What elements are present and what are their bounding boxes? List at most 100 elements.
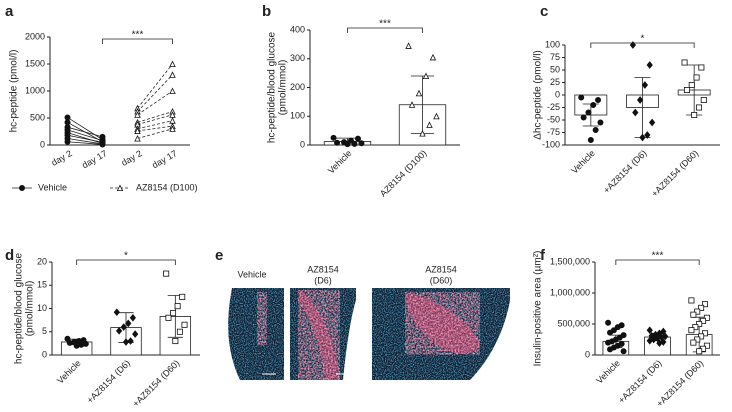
y-tick-label: 1,500,000 [550,256,590,266]
point [66,339,73,346]
y-axis-label: hc-peptide (pmol/l) [9,50,20,133]
legend-marker [18,184,25,191]
significance-bracket [615,259,700,265]
point [692,324,699,331]
point [169,87,176,94]
point [99,141,106,148]
y-tick-label: 75 [550,52,560,62]
panel-letter: f [540,247,546,264]
point [354,135,361,142]
x-tick-label: +AZ8154 (D60) [649,148,700,199]
significance-label: * [124,251,128,262]
subject-line [67,126,103,138]
y-tick-label: 0 [42,349,47,359]
point [700,317,707,324]
y-tick-label: 10 [37,303,47,313]
point [169,125,176,132]
y-tick-label: 5 [42,326,47,336]
image-label: (D60) [430,275,453,285]
point [169,117,176,124]
subject-line [137,114,173,125]
point [163,270,170,277]
x-tick-label: day 2 [50,148,74,168]
legend-label: Vehicle [38,182,67,192]
point [590,102,597,109]
point [426,121,433,128]
subject-line [137,63,173,109]
panel-letter: b [262,3,271,20]
point [688,297,695,304]
significance-label: *** [379,19,391,30]
significance-bracket [347,27,423,33]
x-tick-label: +AZ8154 (D6) [616,358,663,405]
point [587,136,594,143]
point [120,323,127,331]
x-tick-label: +AZ8154 (D6) [601,148,648,195]
point [408,101,416,108]
subject-line [67,129,103,142]
subject-line [137,125,173,132]
point [698,304,705,311]
point [693,74,700,81]
point [698,333,705,340]
point [580,114,587,121]
point [614,324,621,331]
subject-line [67,132,103,144]
micrograph-d60 [372,288,510,380]
point [134,135,141,142]
point [703,342,710,349]
point [688,82,695,89]
significance-bracket [102,38,173,44]
y-tick-label: 0 [585,349,590,359]
y-tick-label: 1500 [25,58,45,68]
y-tick-label: 2000 [25,31,45,41]
x-tick-label: +AZ8154 (D60) [131,358,182,409]
point [690,311,697,318]
point [122,338,130,346]
point [73,342,80,349]
subject-line [137,128,173,139]
point [415,89,423,97]
y-tick-label: 50 [550,64,560,74]
point [698,64,705,71]
point [64,119,71,126]
point [344,141,351,148]
point [169,71,176,78]
y-tick-label: 20 [37,256,47,266]
point [607,329,614,336]
point [405,42,412,49]
panel-letter: d [5,247,14,264]
image-label: AZ8154 [307,264,339,274]
point [646,336,653,345]
point [422,72,430,79]
point [433,112,440,120]
subject-line [137,111,173,123]
subject-line [67,138,103,145]
point [696,348,703,355]
micrograph-d6 [290,288,356,380]
point [170,310,177,317]
point [592,127,599,134]
y-tick-label: 0 [555,89,560,99]
point [358,140,365,147]
point [179,293,186,300]
panel-letter: a [5,3,14,20]
point [605,319,612,326]
point [696,320,703,327]
point [169,60,176,67]
point [330,134,337,141]
point [691,112,698,119]
point [701,330,708,337]
image-label: Vehicle [237,269,266,279]
image-label: AZ8154 [425,264,457,274]
x-tick-label: Vehicle [55,358,83,386]
significance-label: *** [132,30,144,41]
point [419,130,426,137]
legend-label: AZ8154 (D100) [136,182,198,192]
point [595,97,602,104]
point [607,346,614,353]
subject-line [137,90,173,116]
point [688,327,695,334]
